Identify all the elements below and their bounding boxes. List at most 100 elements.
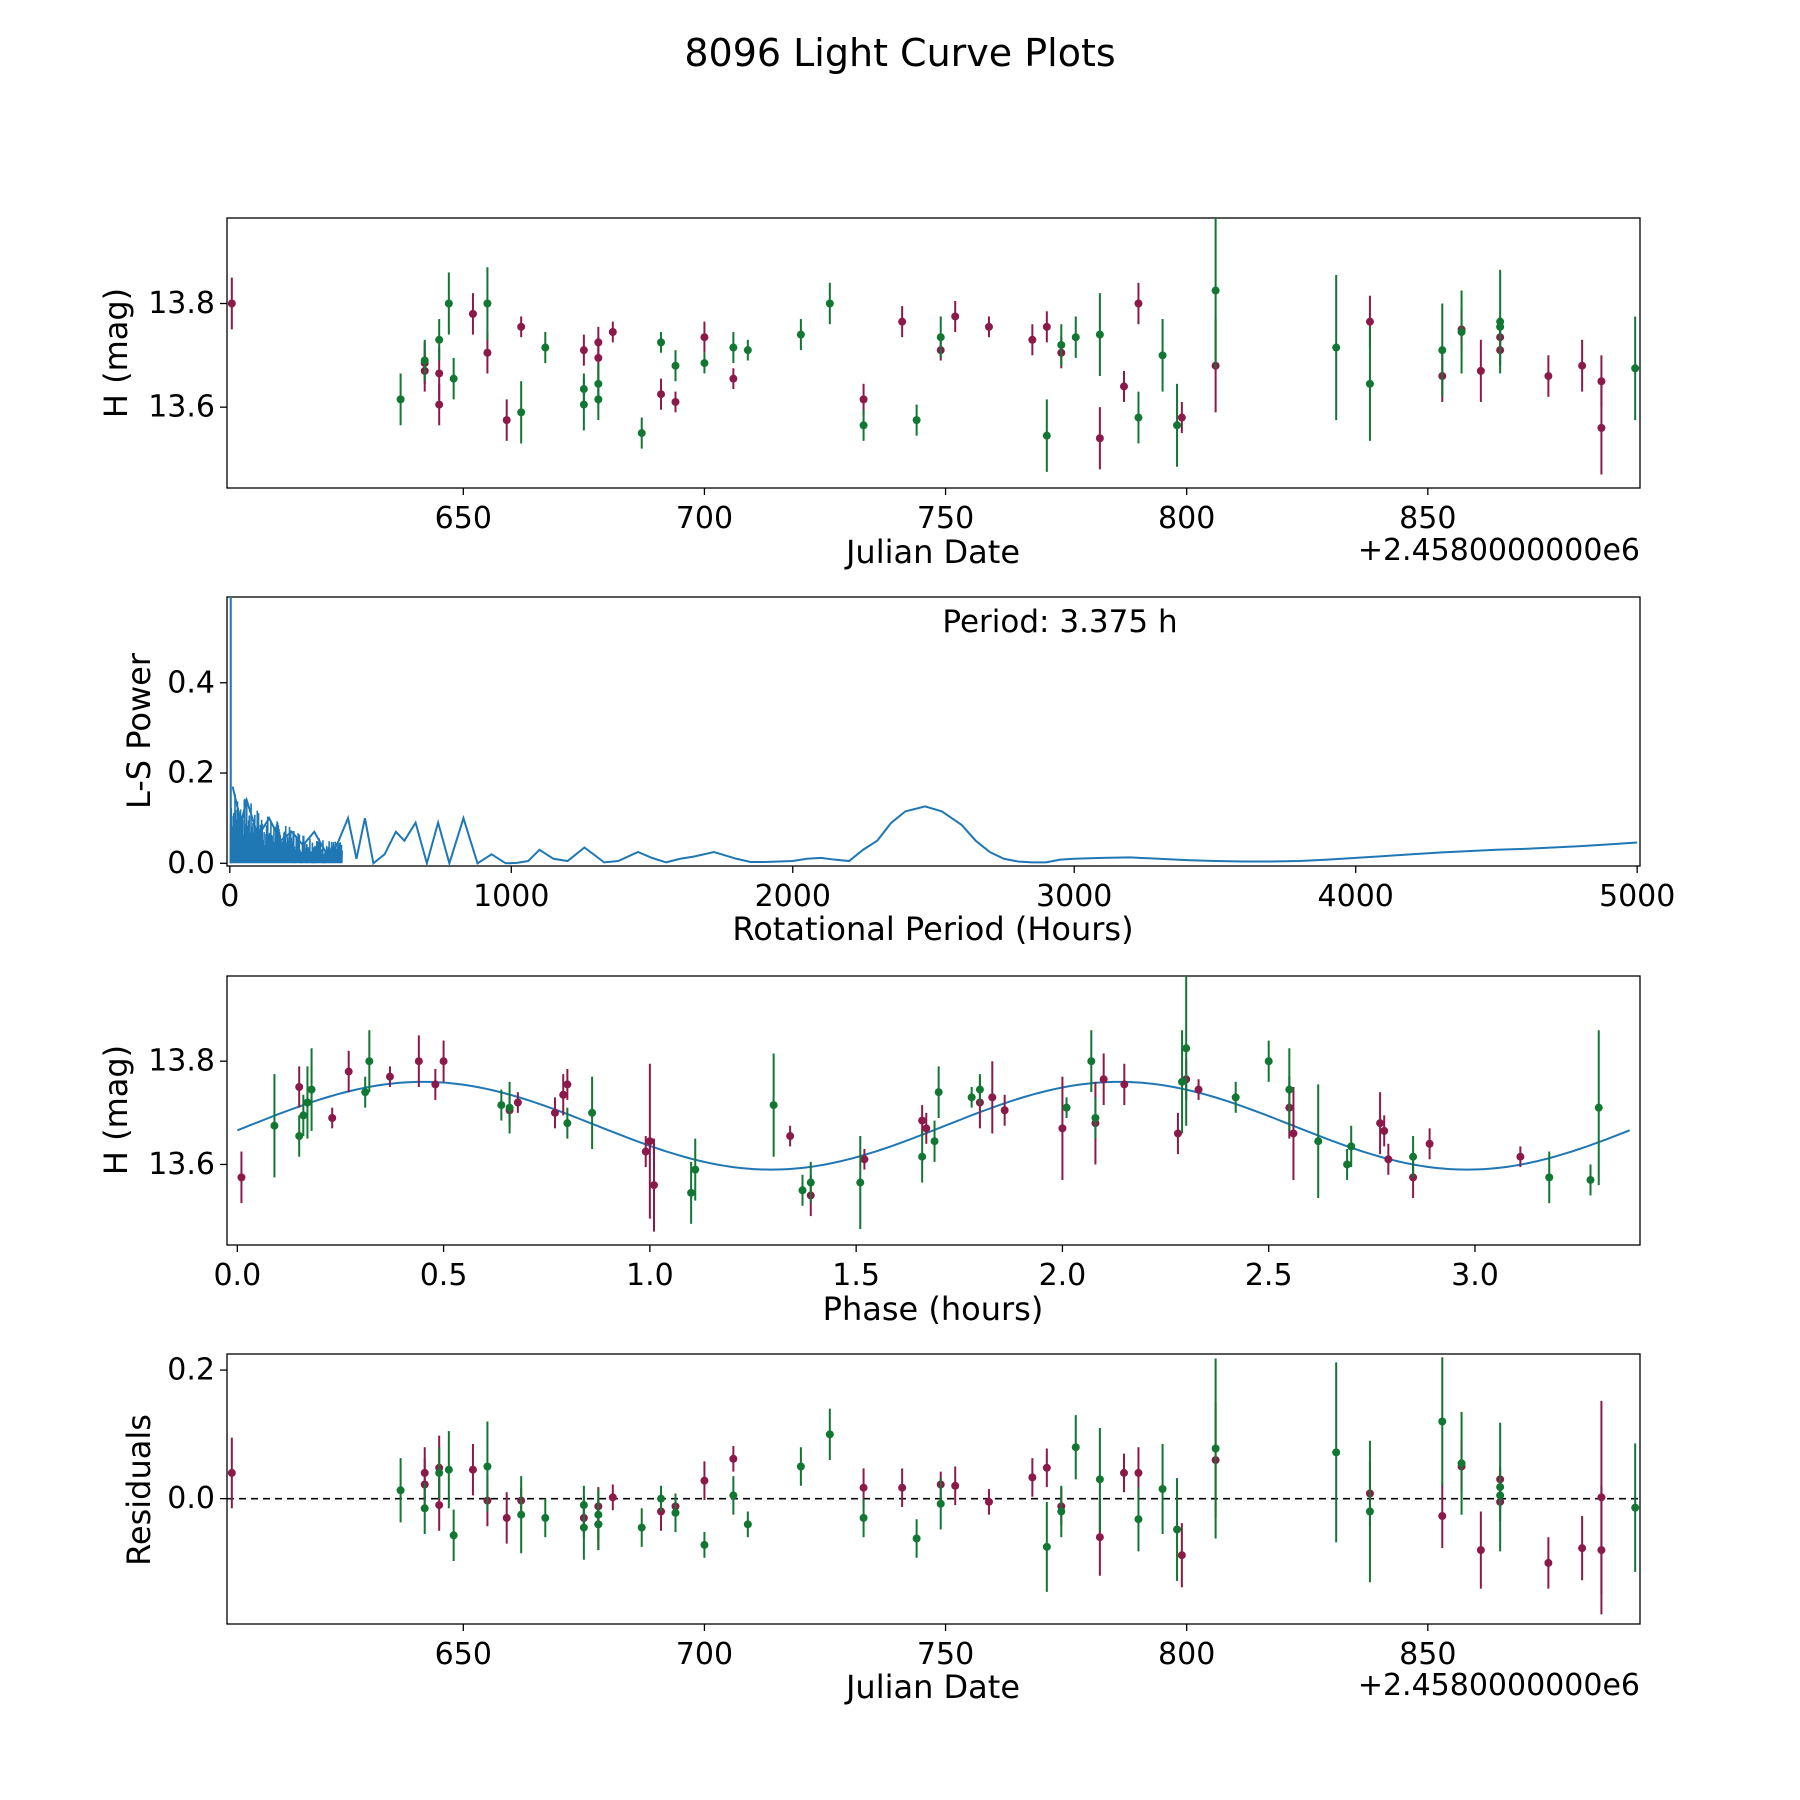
data-point: [1178, 1077, 1187, 1086]
data-point: [468, 309, 477, 318]
data-point: [918, 1152, 927, 1161]
phased-curve-frame: [226, 975, 1641, 1246]
data-point: [1332, 343, 1341, 352]
residuals-marks: [227, 1357, 1640, 1615]
data-point: [1365, 1507, 1374, 1516]
data-point: [1173, 1525, 1182, 1534]
data-point: [856, 1178, 865, 1187]
phased-curve-ticks: 0.0 0.5 1.0 1.5 2.0 2.5 3.0 13.6 13.8: [148, 1044, 1499, 1293]
phased-curve-panel: 0.0 0.5 1.0 1.5 2.0 2.5 3.0 13.6 13.8 Phase (hou…: [97, 975, 1641, 1328]
data-point: [328, 1113, 337, 1122]
residuals-panel: 650 700 750 800 850 0.0 0.2 Julian Date Residu…: [120, 1353, 1641, 1706]
data-point: [608, 1493, 617, 1502]
data-point: [497, 1101, 506, 1110]
data-point: [975, 1085, 984, 1094]
data-point: [1516, 1152, 1525, 1161]
data-point: [1058, 1124, 1067, 1133]
data-point: [936, 333, 945, 342]
data-point: [420, 356, 429, 365]
data-point: [641, 1147, 650, 1156]
data-point: [502, 416, 511, 425]
data-point: [898, 1483, 907, 1492]
data-point: [1177, 1551, 1186, 1560]
data-point: [1071, 1443, 1080, 1452]
residuals-x-offset: +2.4580000000e6: [1358, 1668, 1640, 1703]
periodogram-ylabel: L-S Power: [120, 652, 158, 809]
residuals-xtick-label: 750: [917, 1637, 974, 1672]
phased-curve-ylabel: H (mag): [97, 1045, 135, 1175]
periodogram-xtick-label: 0: [220, 879, 239, 914]
data-point: [420, 1504, 429, 1513]
data-point: [1095, 434, 1104, 443]
light-curve-series-a: [227, 277, 1606, 475]
light-curve-ylabel: H (mag): [97, 288, 135, 418]
data-point: [930, 1137, 939, 1146]
data-point: [1496, 322, 1505, 331]
data-point: [550, 1108, 559, 1117]
data-point: [1211, 286, 1220, 295]
data-point: [579, 400, 588, 409]
data-point: [237, 1173, 246, 1182]
data-point: [1028, 335, 1037, 344]
data-point: [1631, 364, 1640, 373]
data-point: [439, 1057, 448, 1066]
data-point: [563, 1080, 572, 1089]
phased-curve-ytick-label: 13.8: [148, 1044, 215, 1079]
data-point: [1457, 328, 1466, 337]
data-point: [1158, 351, 1167, 360]
periodogram-ytick-label: 0.0: [167, 846, 215, 881]
data-point: [483, 348, 492, 357]
period-annotation: Period: 3.375 h: [942, 604, 1177, 640]
residuals-series-a: [227, 1400, 1606, 1615]
data-point: [1134, 1515, 1143, 1524]
residuals-ytick-label: 0.2: [167, 1353, 215, 1388]
light-curve-panel: 650 700 750 800 850 13.6 13.8 Julian Date H (m…: [97, 217, 1641, 571]
data-point: [1182, 1044, 1191, 1053]
data-point: [541, 1513, 550, 1522]
light-curve-marks: [227, 218, 1640, 475]
data-point: [700, 333, 709, 342]
data-point: [951, 312, 960, 321]
data-point: [637, 429, 646, 438]
data-point: [1071, 333, 1080, 342]
data-point: [361, 1088, 370, 1097]
data-point: [365, 1057, 374, 1066]
data-point: [671, 1508, 680, 1517]
data-point: [1545, 1173, 1554, 1182]
data-point: [594, 395, 603, 404]
data-point: [594, 1520, 603, 1529]
data-point: [435, 1501, 444, 1510]
phased-curve-xtick-label: 2.5: [1245, 1258, 1293, 1293]
data-point: [1173, 421, 1182, 430]
data-point: [859, 395, 868, 404]
light-curve-series-b: [396, 218, 1640, 472]
data-point: [588, 1108, 597, 1117]
residuals-xtick-label: 850: [1399, 1637, 1456, 1672]
data-point: [1264, 1057, 1273, 1066]
data-point: [1365, 317, 1374, 326]
data-point: [594, 353, 603, 362]
data-point: [1134, 299, 1143, 308]
data-point: [951, 1481, 960, 1490]
residuals-xtick-label: 800: [1158, 1637, 1215, 1672]
periodogram-ytick-label: 0.2: [167, 756, 215, 791]
data-point: [608, 328, 617, 337]
data-point: [786, 1132, 795, 1141]
light-curve-ytick-label: 13.8: [148, 286, 215, 321]
data-point: [1028, 1473, 1037, 1482]
data-point: [1057, 1507, 1066, 1516]
data-point: [435, 400, 444, 409]
phased-curve-xtick-label: 0.5: [420, 1258, 468, 1293]
data-point: [307, 1085, 316, 1094]
data-point: [859, 1483, 868, 1492]
data-point: [579, 1523, 588, 1532]
data-point: [922, 1124, 931, 1133]
data-point: [1594, 1103, 1603, 1112]
phased-curve-xtick-label: 2.0: [1039, 1258, 1087, 1293]
data-point: [1384, 1155, 1393, 1164]
residuals-ytick-label: 0.0: [167, 1481, 215, 1516]
data-point: [700, 1476, 709, 1485]
data-point: [645, 1137, 654, 1146]
periodogram-line: [231, 786, 1638, 866]
